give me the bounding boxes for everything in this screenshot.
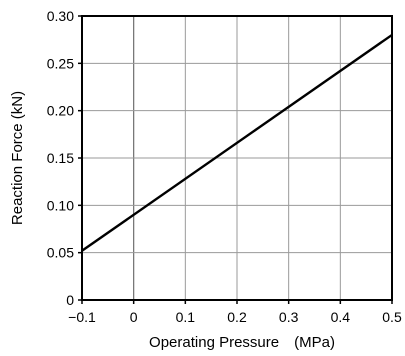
y-tick-label: 0.30 (47, 8, 74, 24)
y-tick-label: 0.05 (47, 245, 74, 261)
plot-frame (81, 15, 393, 301)
x-axis-title: Operating Pressure (MPa) (149, 334, 335, 351)
y-tick-label: 0.25 (47, 55, 74, 71)
x-tick-label: 0 (130, 309, 138, 325)
y-tick-label: 0 (66, 292, 74, 308)
x-tick-label: 0.4 (331, 309, 351, 325)
y-tick-labels: 0 0.05 0.10 0.15 0.20 0.25 0.30 (47, 8, 74, 308)
x-tick-labels: −0.1 0 0.1 0.2 0.3 0.4 0.5 (68, 309, 402, 325)
x-tick-label: −0.1 (68, 309, 96, 325)
y-axis-title: Reaction Force (kN) (9, 91, 26, 225)
x-tick-label: 0.3 (279, 309, 299, 325)
y-tick-label: 0.20 (47, 103, 74, 119)
grid (78, 15, 393, 304)
x-tick-label: 0.2 (227, 309, 247, 325)
y-tick-label: 0.10 (47, 197, 74, 213)
series-line (81, 33, 393, 252)
x-tick-label: 0.1 (176, 309, 196, 325)
y-tick-label: 0.15 (47, 150, 74, 166)
series (81, 33, 393, 252)
x-tick-label: 0.5 (382, 309, 402, 325)
